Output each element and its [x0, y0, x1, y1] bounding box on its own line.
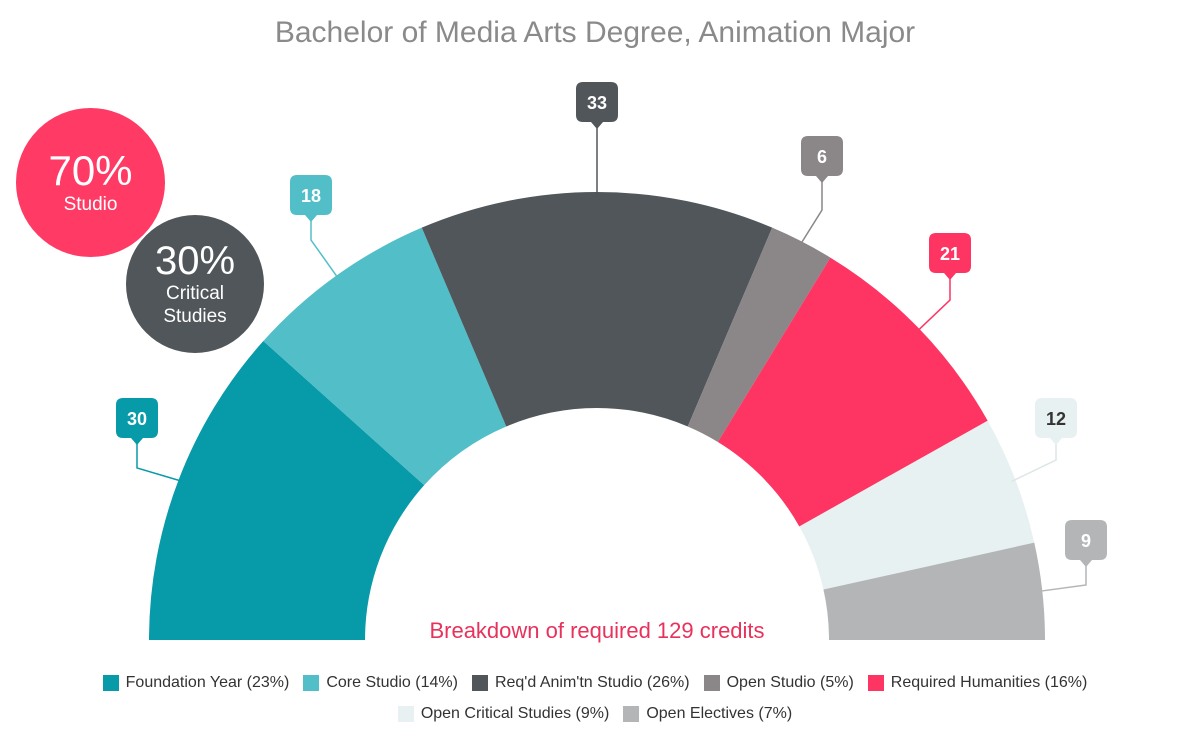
studio-label: Studio: [63, 194, 118, 216]
legend-item-open-studio[interactable]: Open Studio (5%): [703, 674, 854, 692]
slice-foundation-year: [149, 341, 425, 640]
value-label-box-req-d-anim-tn-studio: [576, 82, 618, 129]
legend-item-req-d-anim-tn-studio[interactable]: Req'd Anim'tn Studio (26%): [471, 674, 690, 692]
legend-swatch: [703, 675, 720, 691]
legend-label: Core Studio (14%): [326, 674, 458, 691]
legend-label: Open Critical Studies (9%): [420, 705, 610, 722]
value-label-box-required-humanities: [929, 233, 971, 280]
chart-subtitle: Breakdown of required 129 credits: [429, 618, 764, 643]
callout-line-open-studio: [799, 180, 823, 246]
callout-line-open-critical-studies: [1011, 442, 1057, 483]
legend-swatch: [623, 706, 640, 722]
legend-item-open-electives[interactable]: Open Electives (7%): [623, 705, 792, 723]
slice-open-studio: [687, 227, 831, 442]
critical-studies-percent-badge: 30% Critical Studies: [126, 215, 264, 353]
callout-line-required-humanities: [916, 277, 951, 333]
slice-open-critical-studies: [799, 420, 1035, 590]
legend-swatch: [471, 675, 488, 691]
studio-percent: 70%: [48, 147, 133, 195]
slice-core-studio: [263, 227, 507, 486]
value-label-box-open-electives: [1065, 520, 1107, 567]
callout-line-core-studio: [310, 219, 340, 280]
critical-studies-percent: 30%: [154, 239, 236, 284]
value-label-open-studio: 6: [817, 147, 827, 167]
callout-line-foundation-year: [136, 442, 183, 483]
value-label-open-electives: 9: [1081, 531, 1091, 551]
value-label-req-d-anim-tn-studio: 33: [587, 93, 607, 113]
critical-studies-label-line2: Studies: [163, 306, 227, 327]
legend-item-required-humanities[interactable]: Required Humanities (16%): [867, 674, 1088, 692]
chart-title: Bachelor of Media Arts Degree, Animation…: [274, 16, 916, 49]
legend-row-1: Foundation Year (23%) Core Studio (14%) Re…: [0, 674, 1190, 692]
legend-item-core-studio[interactable]: Core Studio (14%): [303, 674, 458, 692]
legend-label: Req'd Anim'tn Studio (26%): [494, 674, 690, 691]
value-label-box-foundation-year: [116, 398, 158, 445]
value-label-open-critical-studies: 12: [1046, 409, 1066, 429]
legend-item-open-critical-studies[interactable]: Open Critical Studies (9%): [397, 705, 610, 723]
value-label-box-open-critical-studies: [1035, 398, 1077, 445]
slice-open-electives: [823, 542, 1045, 640]
legend-label: Open Studio (5%): [726, 674, 854, 691]
legend-row-2: Open Critical Studies (9%) Open Electives…: [0, 705, 1190, 723]
legend-label: Open Electives (7%): [646, 705, 793, 722]
slice-req-d-anim-tn-studio: [421, 192, 773, 427]
slice-required-humanities: [717, 257, 988, 527]
value-label-core-studio: 18: [301, 186, 321, 206]
studio-percent-badge: 70% Studio: [16, 108, 165, 257]
value-label-box-open-studio: [801, 136, 843, 183]
legend-swatch: [397, 706, 414, 722]
legend-swatch: [102, 675, 119, 691]
legend-item-foundation-year[interactable]: Foundation Year (23%): [102, 674, 290, 692]
value-label-box-core-studio: [290, 175, 332, 222]
value-label-required-humanities: 21: [940, 244, 960, 264]
critical-studies-label-line1: Critical: [165, 283, 225, 305]
legend-swatch: [867, 675, 884, 691]
legend-swatch: [303, 675, 320, 691]
legend-label: Foundation Year (23%): [125, 674, 290, 691]
value-label-foundation-year: 30: [127, 409, 147, 429]
legend-label: Required Humanities (16%): [890, 674, 1088, 691]
callout-line-open-electives: [1038, 564, 1087, 593]
